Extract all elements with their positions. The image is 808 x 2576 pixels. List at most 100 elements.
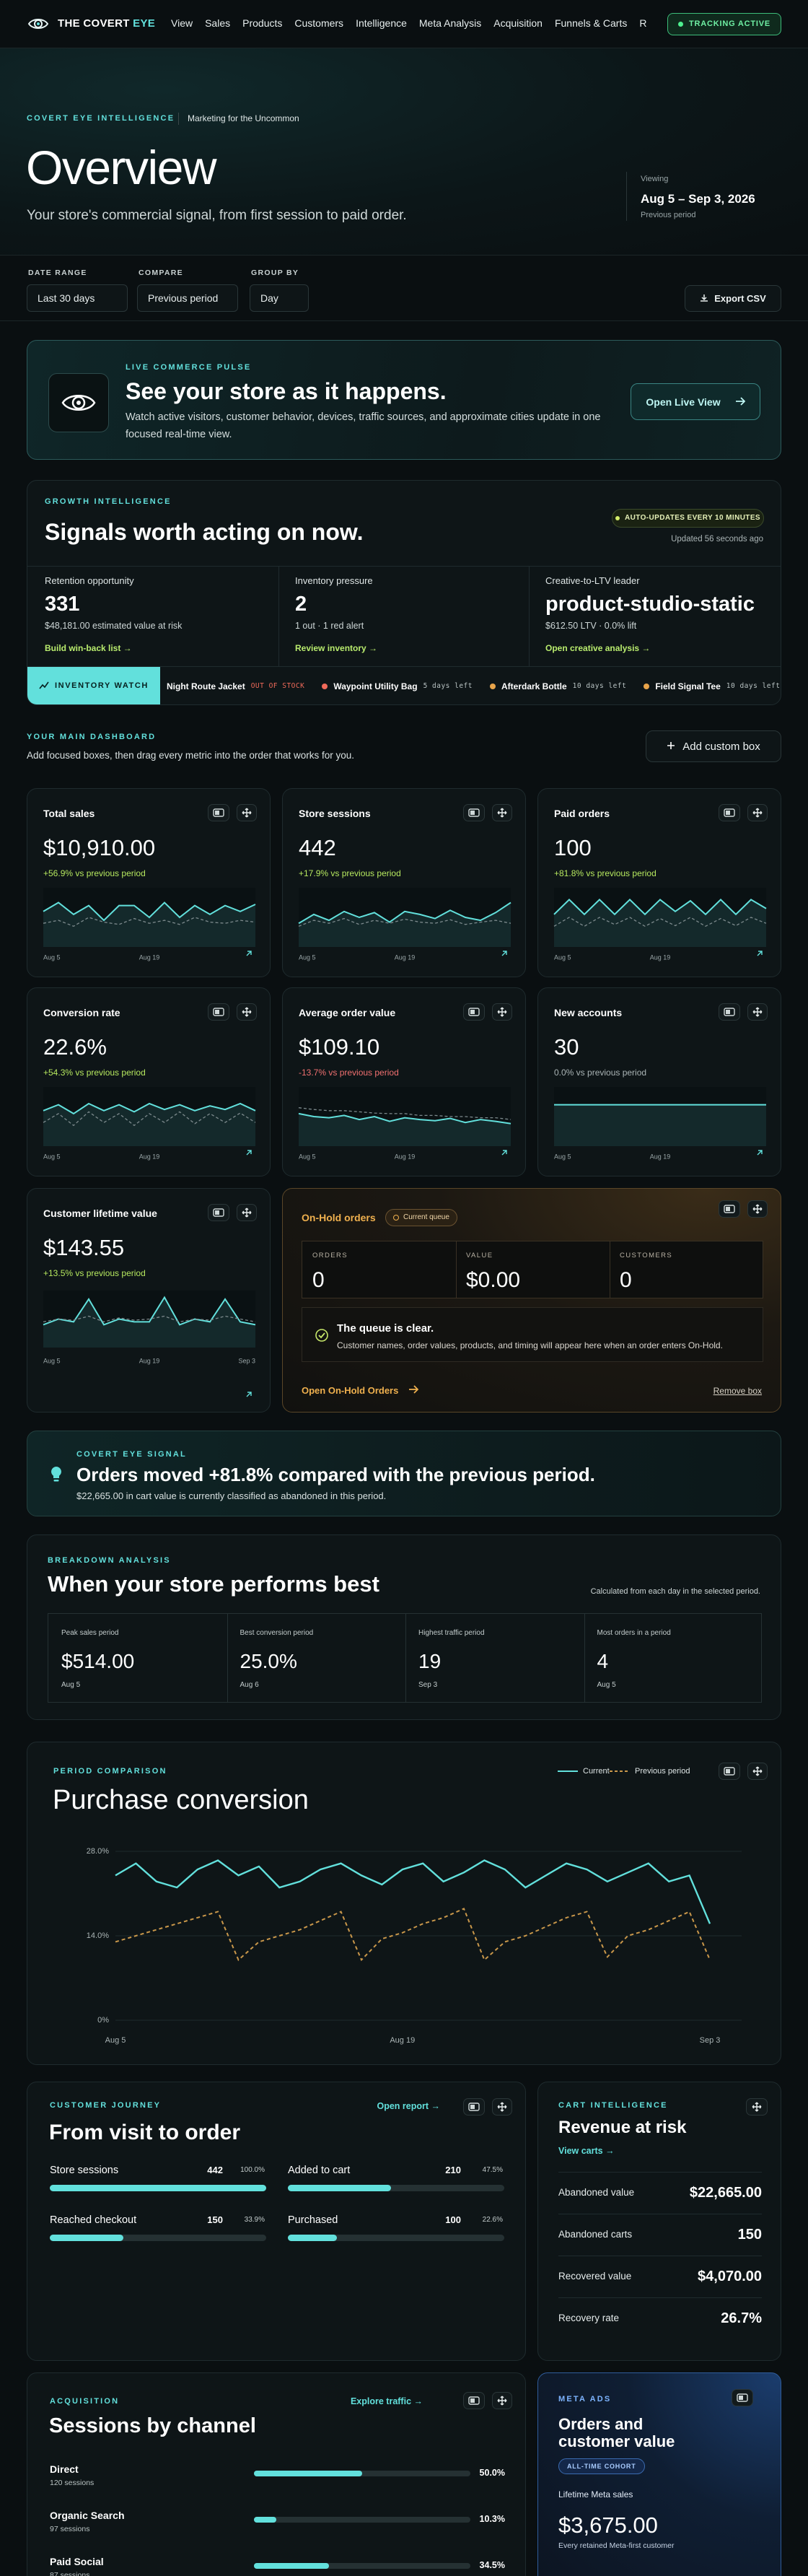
toggle-button[interactable] [463,1003,485,1021]
sparkline: Aug 5 Aug 19 [298,888,511,961]
sparkline: Aug 5 Aug 19 [43,888,256,961]
signal-link[interactable]: Review inventory → [295,643,378,653]
cell-date: Sep 3 [418,1681,438,1689]
move-handle[interactable] [492,1003,512,1021]
x-tick-label: Aug 5 [105,2036,126,2045]
icon-part [242,808,252,818]
expand-icon[interactable] [245,948,255,959]
open-live-view-button[interactable]: Open Live View [631,383,760,420]
icon-part [752,1007,763,1017]
breakdown-card: BREAKDOWN ANALYSIS When your store perfor… [27,1534,781,1720]
expand-icon[interactable] [756,1148,766,1158]
move-handle[interactable] [747,804,768,821]
brand[interactable]: THE COVERT EYE [58,18,155,29]
expand-icon[interactable] [756,948,766,959]
nav-link[interactable]: Acquisition [493,18,543,29]
item-name: Night Route Jacket [167,681,245,691]
icon-part [246,1392,252,1397]
signal-link[interactable]: Open creative analysis → [545,643,651,653]
filter-select[interactable]: Previous period [137,284,238,312]
x-tick-label: Aug 19 [650,1153,671,1160]
expand-icon[interactable] [245,1389,255,1400]
brand-logo[interactable] [27,14,49,34]
move-handle[interactable] [747,1200,768,1218]
tracking-status[interactable]: TRACKING ACTIVE [667,13,781,35]
toggle-button[interactable] [208,804,229,821]
icon-part [61,395,96,411]
add-box-button[interactable]: Add custom box [646,730,781,762]
open-report-link[interactable]: Open report → [377,2101,440,2111]
move-handle[interactable] [747,1003,768,1021]
move-handle[interactable] [492,2098,512,2116]
column-divider [278,566,279,666]
move-handle[interactable] [237,1204,257,1221]
expand-icon[interactable] [501,948,511,959]
signal-detail: 1 out · 1 red alert [295,620,364,631]
step-name: Added to cart [288,2164,351,2176]
toggle-button[interactable] [208,1204,229,1221]
toggle-button[interactable] [463,2098,485,2116]
y-tick-label: 28.0% [87,1847,109,1856]
series-line [553,917,767,927]
move-handle[interactable] [237,1003,257,1021]
export-icon [700,294,708,304]
channel-name: Direct [50,2463,79,2475]
nav-link[interactable]: View [171,18,193,29]
signal-link[interactable]: Build win-back list → [45,643,132,653]
nav-link[interactable]: Meta Analysis [418,18,482,29]
inventory-item[interactable]: Afterdark Bottle 10 days left [489,682,626,691]
icon-part [735,396,745,406]
x-tick-label: Aug 5 [554,1153,571,1160]
inventory-label-text: INVENTORY WATCH [55,681,149,690]
step-track [50,2235,266,2241]
icon-part [735,396,745,406]
meta-controls[interactable] [732,2389,753,2406]
signal-label: Inventory pressure [295,575,373,586]
metric-value: $143.55 [43,1234,125,1260]
nav-link[interactable]: Sales [205,18,231,29]
updated-text: Updated 56 seconds ago [671,535,763,543]
series-line [43,901,256,922]
item-status: OUT OF STOCK [250,681,305,690]
icon-part [246,1150,252,1156]
step-bar [288,2235,337,2241]
filter-select[interactable]: Last 30 days [27,284,128,312]
cart-controls[interactable] [746,2098,768,2116]
view-carts-link[interactable]: View carts → [558,2145,615,2156]
cell-date: Aug 5 [61,1681,81,1689]
toggle-button[interactable] [463,2392,485,2409]
badge-icon [393,1215,399,1221]
nav-link[interactable]: Funnels & Carts [554,18,628,29]
nav-link[interactable]: Intelligence [356,18,407,29]
move-handle[interactable] [747,1763,768,1780]
expand-icon[interactable] [501,1148,511,1158]
explore-traffic-link[interactable]: Explore traffic → [350,2396,423,2406]
acquisition-card: ACQUISITION Sessions by channel Explore tr… [27,2372,526,2576]
nav-link[interactable]: Products [242,18,283,29]
filter-select[interactable]: Day [250,284,309,312]
export-button[interactable]: Export CSV [685,285,781,312]
inventory-item[interactable]: Night Route Jacket OUT OF STOCK [167,682,304,691]
toggle-button[interactable] [208,1003,229,1021]
inventory-item[interactable]: Waypoint Utility Bag 5 days left [322,682,473,691]
move-handle[interactable] [492,2392,512,2409]
toggle-button[interactable] [719,1763,740,1780]
open-on-hold-link[interactable]: Open On-Hold Orders [302,1385,419,1395]
acquisition-title: Sessions by channel [49,2414,256,2437]
move-handle[interactable] [492,804,512,821]
remove-box-link[interactable]: Remove box [713,1386,762,1396]
nav-link[interactable]: Customers [294,18,344,29]
expand-icon[interactable] [245,1148,255,1158]
toggle-button[interactable] [719,1003,740,1021]
growth-eyebrow: GROWTH INTELLIGENCE [45,497,172,506]
queue-message: The queue is clear. Customer names, order… [302,1307,763,1362]
toggle-button[interactable] [719,804,740,821]
toggle-button[interactable] [463,804,485,821]
inventory-item[interactable]: Field Signal Tee 10 days left [644,682,780,691]
toggle-button[interactable] [719,1200,740,1218]
nav-link[interactable]: Re [639,18,647,29]
area-fill [554,1104,766,1146]
series-line [43,1296,256,1326]
move-handle[interactable] [237,804,257,821]
